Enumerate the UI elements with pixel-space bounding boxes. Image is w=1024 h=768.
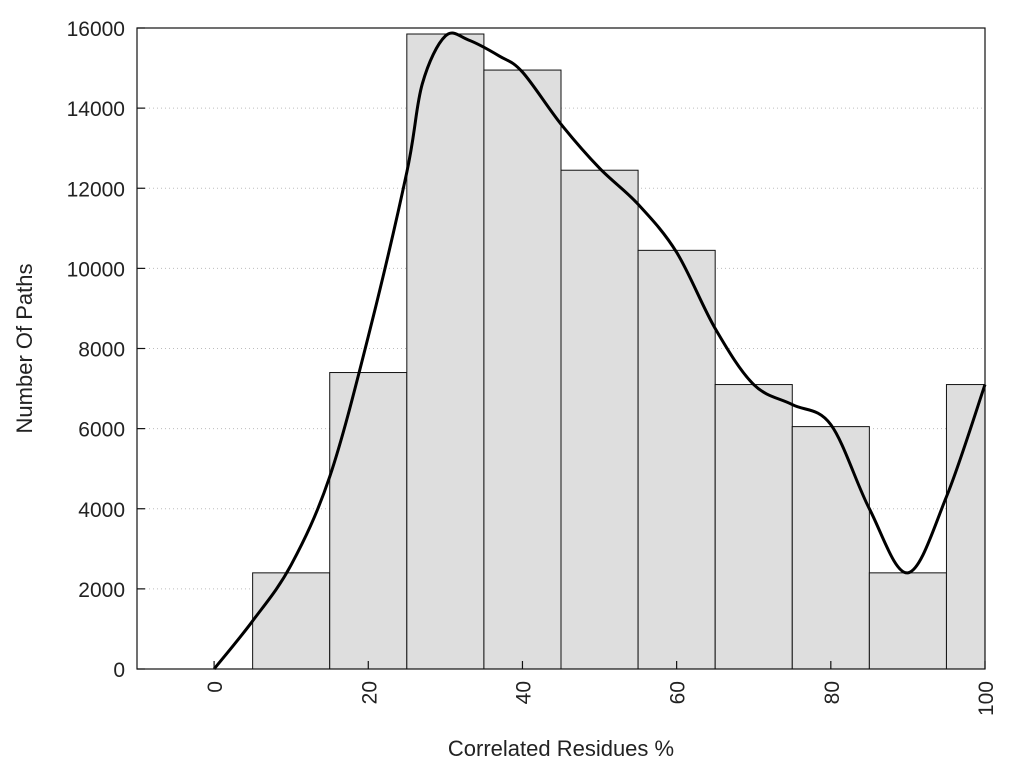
x-tick-label-0: 0 (204, 681, 227, 693)
x-axis-title: Correlated Residues % (448, 736, 674, 761)
x-tick-label-40: 40 (512, 681, 535, 704)
bar-10 (252, 572, 331, 670)
x-tick-labels: 0 20 40 60 80 100 (204, 681, 998, 716)
y-tick-label-10000: 10000 (67, 258, 125, 281)
bar-80 (791, 426, 870, 670)
y-axis-title: Number Of Paths (12, 264, 37, 434)
y-tick-label-12000: 12000 (67, 178, 125, 201)
tick-marks (137, 27, 986, 670)
bar-100 (945, 384, 986, 670)
x-tick-label-60: 60 (667, 681, 690, 704)
y-tick-label-0: 0 (113, 659, 125, 682)
bar-30 (406, 33, 485, 670)
bar-20 (329, 372, 408, 670)
bar-50 (560, 169, 639, 670)
bar-70 (714, 384, 793, 670)
bar-60 (637, 249, 716, 670)
curve-path (212, 31, 987, 670)
bar-90 (868, 572, 947, 670)
y-tick-label-16000: 16000 (67, 18, 125, 41)
density-curve (212, 31, 987, 670)
y-tick-label-2000: 2000 (78, 579, 125, 602)
y-tick-label-14000: 14000 (67, 98, 125, 121)
y-tick-label-4000: 4000 (78, 499, 125, 522)
x-tick-label-20: 20 (358, 681, 381, 704)
x-tick-label-100: 100 (975, 681, 998, 716)
y-tick-label-8000: 8000 (78, 339, 125, 362)
y-tick-label-6000: 6000 (78, 419, 125, 442)
x-tick-label-80: 80 (821, 681, 844, 704)
bar-40 (483, 69, 562, 670)
bars (252, 33, 986, 670)
y-tick-labels: 0 2000 4000 6000 8000 10000 12000 14000 16000 (67, 18, 125, 682)
